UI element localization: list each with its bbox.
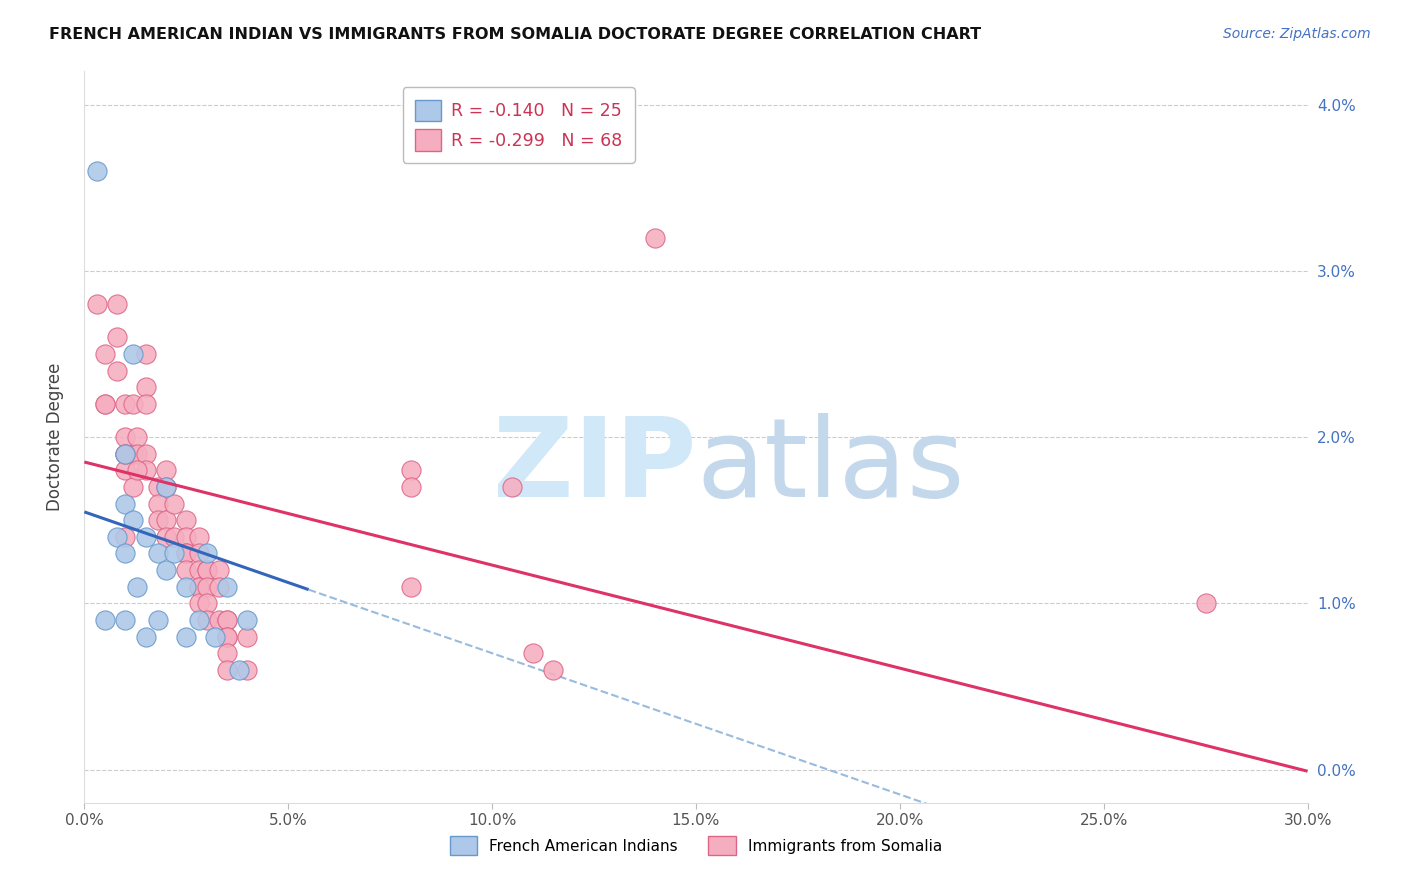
Point [195,613,218,627]
Point [217,630,239,644]
Point [208,563,231,577]
Point [208,613,231,627]
Point [174,530,197,544]
Point [93,347,115,361]
Point [155,513,177,527]
Point [155,530,177,544]
Point [187,613,209,627]
Point [217,613,239,627]
Point [114,613,136,627]
Text: FRENCH AMERICAN INDIAN VS IMMIGRANTS FROM SOMALIA DOCTORATE DEGREE CORRELATION C: FRENCH AMERICAN INDIAN VS IMMIGRANTS FRO… [49,27,981,42]
Point [146,480,169,494]
Point [217,613,239,627]
Point [217,630,239,644]
Point [163,546,186,560]
Point [105,330,128,344]
Point [195,580,218,594]
Point [127,463,149,477]
Point [127,580,149,594]
Point [122,513,145,527]
Point [236,630,259,644]
Point [174,513,197,527]
Point [135,447,157,461]
Point [195,563,218,577]
Point [93,397,115,411]
Point [217,663,239,677]
Point [114,447,136,461]
Point [522,646,544,660]
Point [93,613,115,627]
Point [236,663,259,677]
Point [105,530,128,544]
Point [135,530,157,544]
Point [86,164,108,178]
Point [217,580,239,594]
Point [174,580,197,594]
Point [127,430,149,444]
Point [543,663,565,677]
Point [114,447,136,461]
Point [187,546,209,560]
Point [187,596,209,610]
Point [135,380,157,394]
Point [1195,596,1218,610]
Point [399,463,422,477]
Point [155,563,177,577]
Point [114,397,136,411]
Point [122,480,145,494]
Point [163,497,186,511]
Point [174,546,197,560]
Point [114,530,136,544]
Point [644,230,666,244]
Point [195,596,218,610]
Legend: French American Indians, Immigrants from Somalia: French American Indians, Immigrants from… [443,830,949,861]
Point [155,463,177,477]
Point [187,530,209,544]
Point [122,447,145,461]
Point [174,546,197,560]
Point [135,630,157,644]
Point [93,397,115,411]
Point [146,497,169,511]
Point [114,447,136,461]
Point [163,530,186,544]
Point [135,347,157,361]
Point [195,546,218,560]
Point [127,447,149,461]
Point [135,463,157,477]
Point [217,646,239,660]
Point [399,580,422,594]
Point [187,580,209,594]
Point [502,480,524,494]
Point [146,613,169,627]
Point [86,297,108,311]
Text: ZIP: ZIP [492,413,696,520]
Point [135,397,157,411]
Point [146,513,169,527]
Point [105,297,128,311]
Point [174,630,197,644]
Point [208,580,231,594]
Point [399,480,422,494]
Y-axis label: Doctorate Degree: Doctorate Degree [45,363,63,511]
Point [155,480,177,494]
Point [228,663,250,677]
Point [122,347,145,361]
Point [187,580,209,594]
Text: Source: ZipAtlas.com: Source: ZipAtlas.com [1223,27,1371,41]
Point [155,480,177,494]
Point [114,546,136,560]
Point [114,497,136,511]
Point [114,430,136,444]
Point [187,563,209,577]
Point [174,563,197,577]
Point [105,363,128,377]
Text: atlas: atlas [696,413,965,520]
Point [122,397,145,411]
Point [195,563,218,577]
Point [114,463,136,477]
Point [204,630,226,644]
Point [236,613,259,627]
Point [146,546,169,560]
